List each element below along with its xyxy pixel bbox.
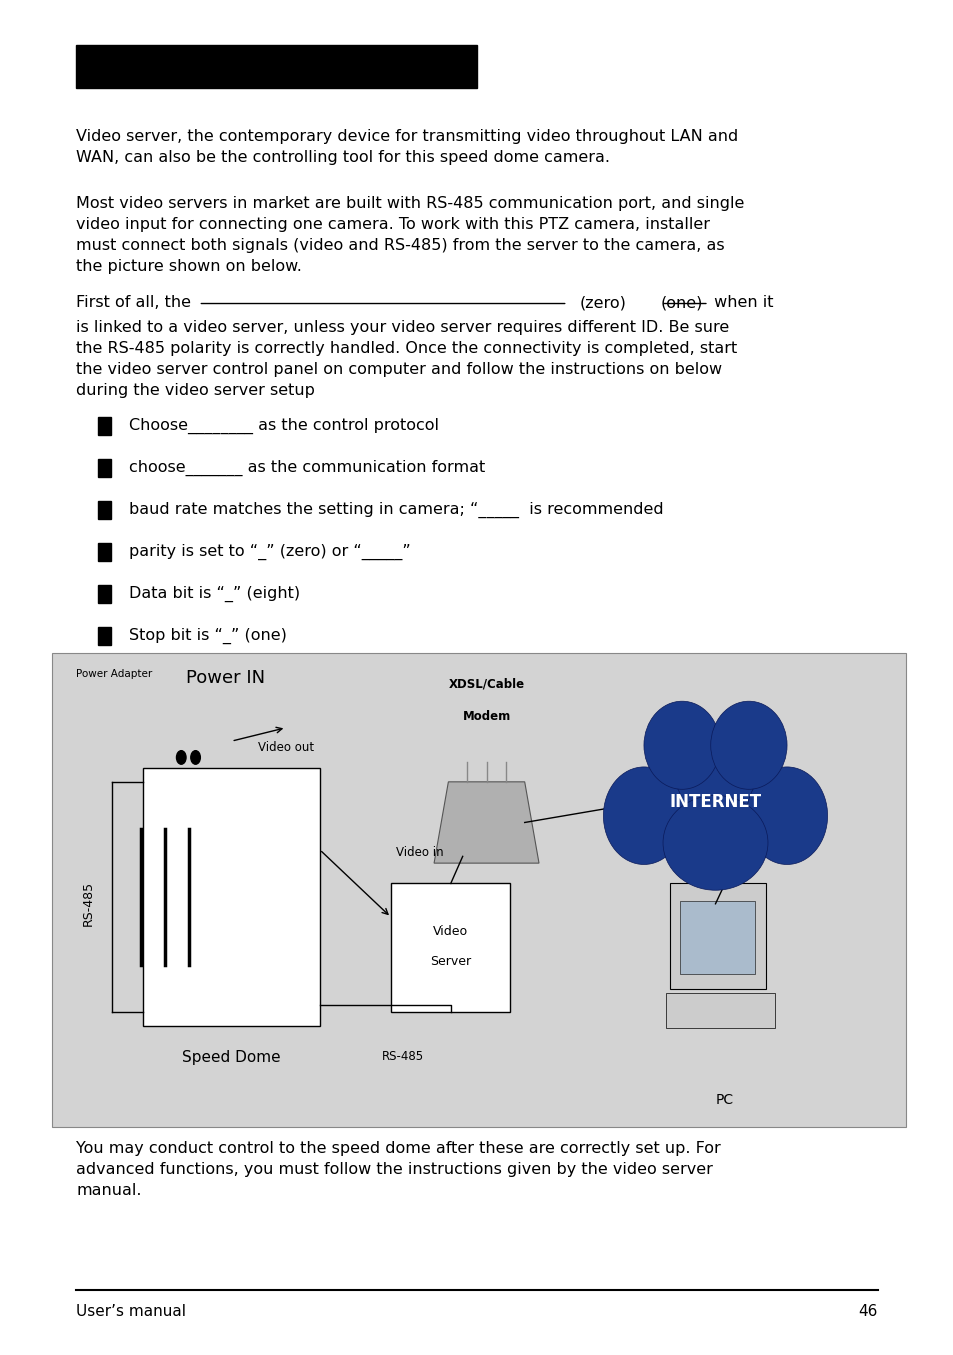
Text: parity is set to “_” (zero) or “_____”: parity is set to “_” (zero) or “_____” (129, 543, 410, 560)
Text: Speed Dome: Speed Dome (182, 1050, 280, 1065)
Text: Choose________ as the control protocol: Choose________ as the control protocol (129, 417, 438, 434)
FancyBboxPatch shape (98, 501, 111, 519)
Text: XDSL/Cable: XDSL/Cable (448, 678, 524, 691)
FancyBboxPatch shape (98, 543, 111, 561)
Text: is linked to a video server, unless your video server requires different ID. Be : is linked to a video server, unless your… (76, 320, 737, 398)
Text: RS-485: RS-485 (82, 881, 95, 927)
Text: Modem: Modem (462, 710, 510, 724)
Text: (one): (one) (660, 295, 702, 310)
Text: choose_______ as the communication format: choose_______ as the communication forma… (129, 459, 484, 476)
Text: Most video servers in market are built with RS-485 communication port, and singl: Most video servers in market are built w… (76, 196, 744, 275)
Text: Data bit is “_” (eight): Data bit is “_” (eight) (129, 585, 299, 602)
Text: Video out: Video out (257, 741, 314, 755)
FancyBboxPatch shape (98, 627, 111, 645)
FancyBboxPatch shape (98, 585, 111, 603)
Text: You may conduct control to the speed dome after these are correctly set up. For
: You may conduct control to the speed dom… (76, 1141, 720, 1198)
Text: INTERNET: INTERNET (669, 793, 760, 812)
Polygon shape (434, 782, 538, 863)
FancyBboxPatch shape (98, 459, 111, 477)
Text: Power Adapter: Power Adapter (76, 669, 152, 679)
FancyBboxPatch shape (52, 653, 905, 1127)
FancyBboxPatch shape (391, 883, 510, 1012)
Ellipse shape (602, 767, 683, 864)
Text: Server: Server (430, 955, 471, 967)
FancyBboxPatch shape (143, 768, 319, 1026)
Ellipse shape (662, 795, 767, 890)
Ellipse shape (640, 728, 788, 877)
Text: Video in: Video in (395, 846, 443, 859)
Text: Video: Video (433, 925, 468, 938)
Text: RS-485: RS-485 (381, 1050, 423, 1064)
Circle shape (176, 751, 186, 764)
Text: Stop bit is “_” (one): Stop bit is “_” (one) (129, 627, 286, 644)
Text: Video server, the contemporary device for transmitting video throughout LAN and
: Video server, the contemporary device fo… (76, 129, 738, 165)
FancyBboxPatch shape (98, 417, 111, 435)
FancyBboxPatch shape (76, 45, 476, 88)
Ellipse shape (710, 702, 786, 789)
Circle shape (191, 751, 200, 764)
Text: (zero): (zero) (579, 295, 626, 310)
Text: 46: 46 (858, 1304, 877, 1318)
Ellipse shape (643, 702, 720, 789)
Text: PC: PC (715, 1093, 733, 1107)
FancyBboxPatch shape (665, 993, 774, 1028)
Ellipse shape (745, 767, 826, 864)
Text: Power IN: Power IN (186, 669, 265, 687)
Text: baud rate matches the setting in camera; “_____  is recommended: baud rate matches the setting in camera;… (129, 501, 662, 518)
Text: User’s manual: User’s manual (76, 1304, 186, 1318)
FancyBboxPatch shape (669, 883, 765, 989)
FancyBboxPatch shape (679, 901, 754, 974)
Text: First of all, the: First of all, the (76, 295, 196, 310)
Text: when it: when it (708, 295, 773, 310)
